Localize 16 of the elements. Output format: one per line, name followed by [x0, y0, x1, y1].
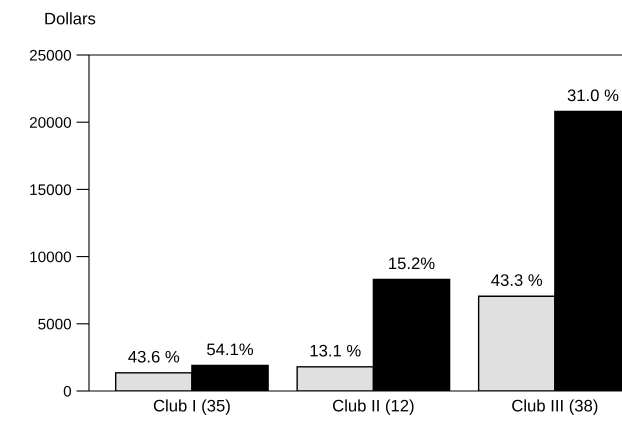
y-tick-label: 0: [64, 386, 72, 397]
y-tick-label: 15000: [30, 184, 72, 196]
annotation: 43.3 %: [491, 274, 542, 286]
annotation: 31.0 %: [568, 89, 618, 102]
x-tick-label: Club III (38): [512, 399, 598, 415]
x-tick-label: Club I (35): [154, 399, 230, 415]
y-tick-label: 20000: [30, 117, 72, 128]
annotation: 54.1%: [207, 343, 254, 356]
y-tick-label: 5000: [38, 318, 72, 330]
annotation: 43.6 %: [128, 350, 180, 363]
y-tick-label: 10000: [30, 251, 72, 262]
y-tick-label: 25000: [30, 50, 72, 61]
x-tick-label: Club II (12): [333, 399, 414, 415]
annotation: 15.2%: [389, 257, 435, 270]
y-axis-title: Dollars: [45, 12, 96, 24]
annotation: 13.1 %: [310, 344, 361, 357]
